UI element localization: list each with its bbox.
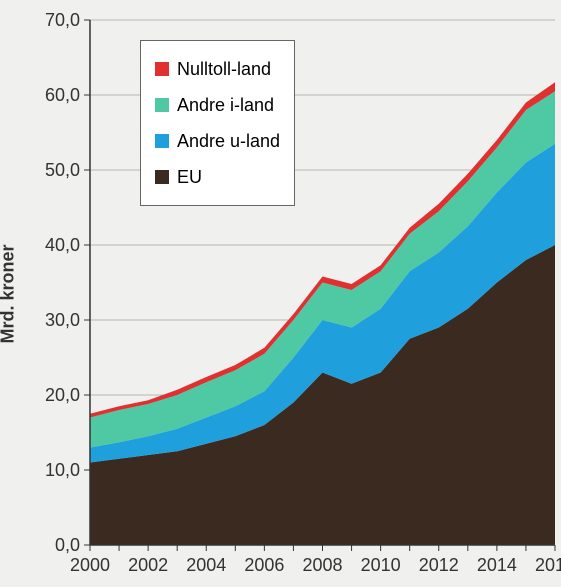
y-axis-label: Mrd. kroner <box>0 244 19 343</box>
legend-item: EU <box>155 159 280 195</box>
legend-label: Andre i-land <box>177 87 274 123</box>
svg-text:2008: 2008 <box>302 555 342 575</box>
svg-text:0,0: 0,0 <box>55 535 80 555</box>
svg-text:30,0: 30,0 <box>45 310 80 330</box>
svg-text:40,0: 40,0 <box>45 235 80 255</box>
svg-text:10,0: 10,0 <box>45 460 80 480</box>
legend-item: Andre u-land <box>155 123 280 159</box>
stacked-area-chart: Mrd. kroner 0,0 10,0 20,0 30,0 40,0 50,0 60,0 7… <box>0 0 561 587</box>
legend-label: Nulltoll-land <box>177 51 271 87</box>
svg-text:2016: 2016 <box>535 555 561 575</box>
legend-swatch <box>155 98 169 112</box>
svg-text:50,0: 50,0 <box>45 160 80 180</box>
legend-swatch <box>155 134 169 148</box>
svg-text:60,0: 60,0 <box>45 85 80 105</box>
svg-text:2012: 2012 <box>419 555 459 575</box>
svg-text:2004: 2004 <box>186 555 226 575</box>
legend-item: Andre i-land <box>155 87 280 123</box>
legend-label: EU <box>177 159 202 195</box>
svg-text:2006: 2006 <box>244 555 284 575</box>
svg-text:70,0: 70,0 <box>45 10 80 30</box>
legend-item: Nulltoll-land <box>155 51 280 87</box>
svg-text:2014: 2014 <box>477 555 517 575</box>
legend-swatch <box>155 62 169 76</box>
svg-text:2002: 2002 <box>128 555 168 575</box>
svg-text:2000: 2000 <box>70 555 110 575</box>
legend-box: Nulltoll-landAndre i-landAndre u-landEU <box>140 40 295 206</box>
svg-text:20,0: 20,0 <box>45 385 80 405</box>
legend-label: Andre u-land <box>177 123 280 159</box>
legend-swatch <box>155 170 169 184</box>
svg-text:2010: 2010 <box>361 555 401 575</box>
